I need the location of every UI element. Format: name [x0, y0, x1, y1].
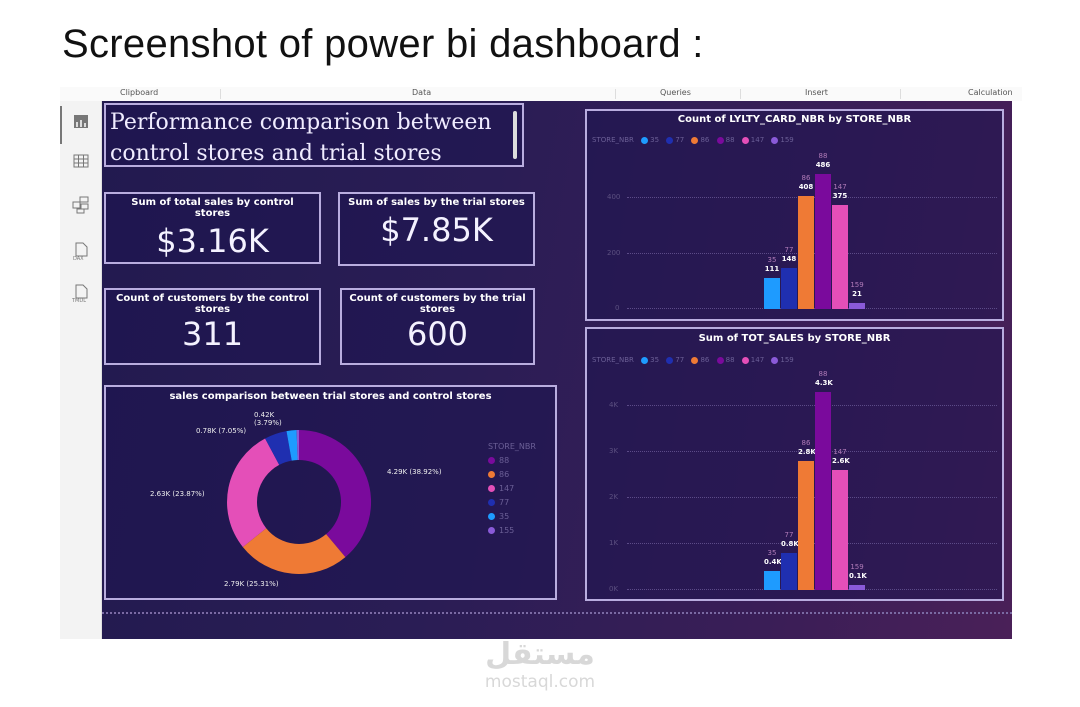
legend-dot-icon — [641, 136, 649, 144]
y-tick: 200 — [607, 249, 621, 257]
legend-dot-icon — [741, 356, 749, 364]
kpi-label: Count of customers by the trial stores — [349, 293, 526, 315]
donut-label-147: 2.63K (23.87%) — [150, 490, 205, 498]
tmdl-icon[interactable]: TMDL — [70, 283, 92, 305]
bar-159[interactable]: 159 21 — [849, 281, 865, 309]
y-tick: 0K — [609, 585, 619, 593]
legend-item[interactable]: 147 — [488, 484, 536, 498]
kpi-value: 600 — [406, 315, 469, 353]
legend-item[interactable]: 35 — [488, 512, 536, 526]
legend-item[interactable]: 88 — [488, 456, 536, 470]
bar-chart-2-legend: STORE_NBR 35 77 86 88 147 159 — [592, 356, 794, 364]
model-icon[interactable] — [70, 196, 92, 218]
bar-chart-1-title: Count of LYLTY_CARD_NBR by STORE_NBR — [677, 114, 912, 125]
legend-dot-icon — [691, 136, 699, 144]
y-tick: 400 — [607, 193, 621, 201]
bar-86[interactable]: 86 408 — [798, 174, 814, 309]
ribbon-queries[interactable]: Queries — [660, 88, 691, 97]
legend-dot-icon — [666, 356, 674, 364]
view-switcher: DAX TMDL — [60, 101, 102, 639]
donut-label-35: 0.42K (3.79%) — [254, 411, 282, 427]
y-tick: 3K — [609, 447, 619, 455]
ribbon-calculation[interactable]: Calculation — [968, 88, 1013, 97]
donut-chart-title: sales comparison between trial stores an… — [169, 391, 492, 402]
report-title-textbox[interactable]: Performance comparison between control s… — [104, 103, 524, 167]
kpi-label: Count of customers by the control stores — [116, 293, 309, 315]
page-divider — [102, 612, 1012, 614]
report-canvas: Performance comparison between control s… — [102, 101, 1012, 639]
title-line-1: Performance comparison between — [110, 110, 492, 135]
active-indicator — [60, 106, 62, 144]
donut-label-77: 0.78K (7.05%) — [196, 427, 247, 435]
watermark: مستقل mostaql.com — [470, 637, 610, 693]
textbox-scrollbar[interactable] — [513, 111, 517, 159]
donut-chart-visual[interactable]: sales comparison between trial stores an… — [104, 385, 557, 600]
legend-item[interactable]: 77 — [488, 498, 536, 512]
kpi-card-trial-customers[interactable]: Count of customers by the trial stores 6… — [340, 288, 535, 365]
legend-dot-icon — [666, 136, 674, 144]
donut-chart[interactable] — [224, 427, 374, 577]
legend-dot-icon — [771, 136, 779, 144]
bar-147[interactable]: 147 2.6K — [832, 448, 850, 590]
y-tick: 0 — [615, 304, 620, 312]
kpi-card-control-customers[interactable]: Count of customers by the control stores… — [104, 288, 321, 365]
bar-88[interactable]: 88 486 — [815, 152, 831, 309]
bar-35[interactable]: 35 111 — [764, 256, 780, 309]
legend-dot-icon — [488, 527, 495, 534]
ribbon-group-labels: Clipboard Data Queries Insert Calculatio… — [60, 87, 1022, 101]
kpi-label: Sum of sales by the trial stores — [348, 197, 525, 208]
legend-dot-icon — [488, 457, 495, 464]
y-tick: 2K — [609, 493, 619, 501]
kpi-label: Sum of total sales by control stores — [131, 197, 294, 219]
bar-88[interactable]: 88 4.3K — [815, 370, 833, 590]
bar-chart-loyalty-count[interactable]: Count of LYLTY_CARD_NBR by STORE_NBR STO… — [585, 109, 1004, 321]
donut-label-86: 2.79K (25.31%) — [224, 580, 279, 588]
bar-chart-1-legend: STORE_NBR 35 77 86 88 147 159 — [592, 136, 794, 144]
donut-legend: STORE_NBR 88 86 147 77 35 155 — [488, 442, 536, 540]
legend-dot-icon — [488, 499, 495, 506]
dax-icon[interactable]: DAX — [70, 241, 92, 263]
legend-title: STORE_NBR — [488, 442, 536, 451]
bar-86[interactable]: 86 2.8K — [798, 439, 816, 590]
bar-77[interactable]: 77 0.8K — [781, 531, 799, 590]
watermark-latin: mostaql.com — [484, 672, 596, 692]
legend-dot-icon — [771, 356, 779, 364]
legend-item[interactable]: 155 — [488, 526, 536, 540]
table-icon[interactable] — [70, 153, 92, 175]
legend-dot-icon — [691, 356, 699, 364]
legend-dot-icon — [488, 471, 495, 478]
ribbon-data[interactable]: Data — [412, 88, 432, 97]
kpi-card-control-sales[interactable]: Sum of total sales by control stores $3.… — [104, 192, 321, 264]
ribbon-clipboard[interactable]: Clipboard — [120, 88, 159, 97]
y-tick: 1K — [609, 539, 619, 547]
legend-dot-icon — [488, 485, 495, 492]
legend-dot-icon — [741, 136, 749, 144]
kpi-value: $7.85K — [380, 211, 493, 249]
title-line-2: control stores and trial stores — [110, 141, 442, 166]
bar-plot-area: 35 0.4K 77 0.8K 86 2.8K 88 4.3K 147 2.6K 159 0… — [762, 329, 867, 590]
legend-dot-icon — [716, 136, 724, 144]
page-caption: Screenshot of power bi dashboard : — [62, 22, 704, 66]
ribbon-insert[interactable]: Insert — [805, 88, 828, 97]
kpi-value: $3.16K — [156, 222, 269, 260]
bar-chart-total-sales[interactable]: Sum of TOT_SALES by STORE_NBR STORE_NBR … — [585, 327, 1004, 601]
bar-chart-2-title: Sum of TOT_SALES by STORE_NBR — [698, 333, 891, 344]
bar-159[interactable]: 159 0.1K — [849, 563, 867, 590]
legend-dot-icon — [716, 356, 724, 364]
kpi-value: 311 — [181, 315, 244, 353]
legend-dot-icon — [641, 356, 649, 364]
watermark-arabic: مستقل — [485, 637, 595, 672]
svg-text:TMDL: TMDL — [72, 298, 86, 303]
bar-147[interactable]: 147 375 — [832, 183, 848, 309]
bar-plot-area: 35 111 77 148 86 408 88 486 147 375 159 21 — [762, 111, 865, 309]
bar-chart-icon[interactable] — [70, 113, 92, 135]
svg-text:DAX: DAX — [73, 256, 84, 261]
kpi-card-trial-sales[interactable]: Sum of sales by the trial stores $7.85K — [338, 192, 535, 266]
y-tick: 4K — [609, 401, 619, 409]
legend-item[interactable]: 86 — [488, 470, 536, 484]
legend-dot-icon — [488, 513, 495, 520]
donut-label-88: 4.29K (38.92%) — [387, 468, 442, 476]
bar-35[interactable]: 35 0.4K — [764, 549, 782, 590]
bar-77[interactable]: 77 148 — [781, 246, 797, 309]
